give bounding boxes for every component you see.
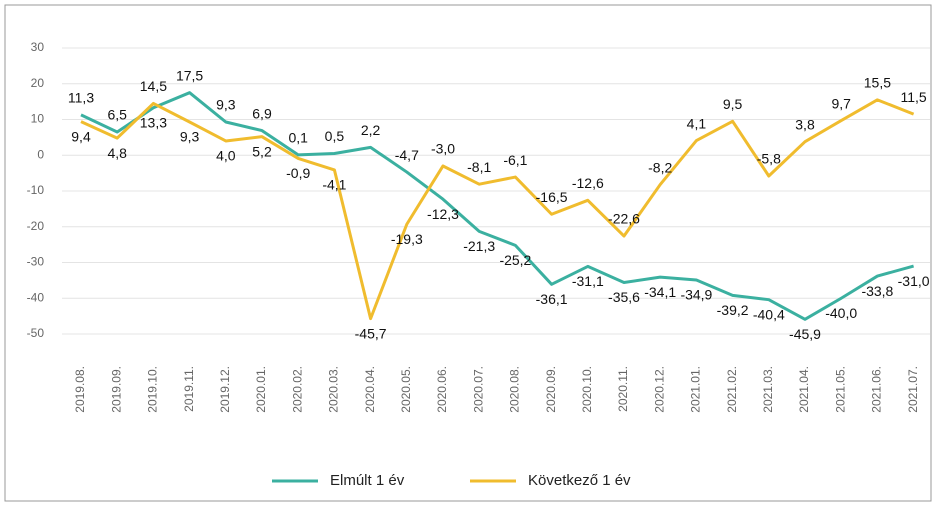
data-label: -31,1 — [572, 273, 604, 289]
data-label: 9,4 — [71, 128, 91, 144]
x-tick-label: 2020.07. — [471, 366, 485, 413]
x-tick-label: 2020.08. — [508, 366, 522, 413]
x-tick-label: 2019.09. — [109, 366, 123, 413]
data-label: 13,3 — [140, 114, 167, 130]
data-label: 0,1 — [288, 130, 308, 146]
x-tick-label: 2020.10. — [580, 366, 594, 413]
series-line — [80, 98, 915, 321]
x-tick-label: 2021.01. — [689, 366, 703, 413]
legend-label: Következő 1 év — [528, 472, 631, 489]
data-label: -34,9 — [680, 287, 712, 303]
data-label: -33,8 — [861, 283, 893, 299]
x-tick-label: 2019.08. — [73, 366, 87, 413]
data-label: 3,8 — [795, 116, 815, 132]
data-label: 15,5 — [864, 75, 891, 91]
data-label: -39,2 — [717, 302, 749, 318]
y-tick-label: -20 — [27, 219, 45, 233]
x-tick-label: 2020.06. — [435, 366, 449, 413]
x-tick-label: 2021.04. — [797, 366, 811, 413]
data-label: 9,3 — [180, 129, 200, 145]
data-label: -40,4 — [753, 306, 785, 322]
frame — [4, 4, 932, 502]
x-tick-label: 2020.05. — [399, 366, 413, 413]
x-tick-label: 2020.04. — [363, 366, 377, 413]
data-label: -35,6 — [608, 289, 640, 305]
x-tick-label: 2021.07. — [906, 366, 920, 413]
data-label: 2,2 — [361, 122, 381, 138]
x-tick-label: 2021.05. — [833, 366, 847, 413]
x-tick-label: 2020.03. — [327, 366, 341, 413]
y-tick-label: -30 — [27, 255, 45, 269]
x-tick-label: 2020.02. — [290, 366, 304, 413]
data-label: -12,6 — [572, 175, 604, 191]
data-label: -40,0 — [825, 305, 857, 321]
data-label: -4,1 — [322, 177, 346, 193]
x-tick-label: 2021.03. — [761, 366, 775, 413]
data-label: -36,1 — [536, 291, 568, 307]
data-label: 6,5 — [107, 107, 127, 123]
y-tick-label: 10 — [31, 112, 45, 126]
y-tick-label: 30 — [31, 40, 45, 54]
data-label: 0,5 — [325, 128, 345, 144]
data-label: 11,5 — [900, 89, 926, 105]
data-label: -21,3 — [463, 238, 495, 254]
legend-label: Elmúlt 1 év — [330, 472, 405, 489]
data-label: -0,9 — [286, 165, 310, 181]
x-tick-label: 2019.10. — [146, 366, 160, 413]
y-tick-label: 0 — [37, 147, 44, 161]
series-line — [80, 91, 914, 321]
x-tick-label: 2020.12. — [652, 366, 666, 413]
data-label: 14,5 — [140, 78, 167, 94]
x-tick-label: 2021.02. — [725, 366, 739, 413]
data-label: -6,1 — [503, 152, 527, 168]
data-label: 9,7 — [831, 95, 851, 111]
data-label: -45,9 — [789, 326, 821, 342]
x-tick-label: 2021.06. — [870, 366, 884, 413]
data-label: 4,0 — [216, 148, 236, 164]
data-label: -8,2 — [648, 159, 672, 175]
data-label: -25,2 — [499, 252, 531, 268]
data-label: 17,5 — [176, 67, 203, 83]
x-tick-label: 2020.09. — [544, 366, 558, 413]
y-tick-label: -50 — [27, 326, 45, 340]
data-label: -5,8 — [757, 151, 781, 167]
data-label: 5,2 — [252, 143, 272, 159]
y-tick-label: -10 — [27, 183, 45, 197]
data-label: -22,6 — [608, 211, 640, 227]
data-label: -4,7 — [395, 147, 419, 163]
data-label: -16,5 — [536, 189, 568, 205]
data-label: -34,1 — [644, 284, 676, 300]
x-tick-label: 2019.11. — [182, 366, 196, 412]
data-label: -3,0 — [431, 141, 455, 157]
data-label: 9,3 — [216, 97, 236, 113]
data-label: 11,3 — [68, 90, 94, 106]
data-label: -12,3 — [427, 206, 459, 222]
data-label: -31,0 — [898, 273, 930, 289]
x-tick-label: 2020.01. — [254, 366, 268, 413]
x-tick-label: 2020.11. — [616, 366, 630, 412]
data-label: 4,8 — [107, 145, 127, 161]
data-label: -45,7 — [355, 325, 387, 341]
y-tick-label: -40 — [27, 290, 45, 304]
data-label: -8,1 — [467, 159, 491, 175]
y-tick-label: 20 — [31, 76, 45, 90]
data-label: -19,3 — [391, 231, 423, 247]
data-label: 4,1 — [687, 115, 707, 131]
data-label: 6,9 — [252, 105, 272, 121]
x-tick-label: 2019.12. — [218, 366, 232, 413]
data-label: 9,5 — [723, 96, 743, 112]
